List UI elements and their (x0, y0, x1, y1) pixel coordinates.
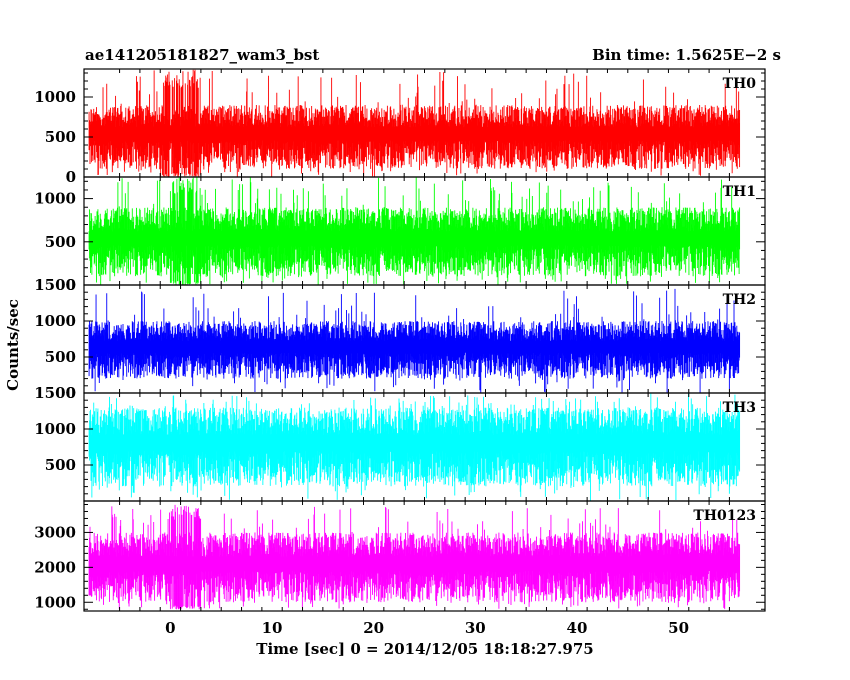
chart-title-left: ae141205181827_wam3_bst (85, 46, 319, 64)
x-tick-label: 50 (668, 619, 689, 637)
panel-label: TH2 (723, 292, 756, 308)
y-tick-label: 1000 (34, 190, 76, 208)
series-th0 (88, 69, 741, 177)
y-tick-label: 500 (45, 128, 76, 146)
chart-title-right: Bin time: 1.5625E−2 s (592, 46, 781, 64)
panel-label: TH0123 (693, 508, 756, 524)
y-tick-label: 500 (45, 348, 76, 366)
x-tick-label: 30 (465, 619, 486, 637)
y-tick-label: 2000 (34, 558, 76, 576)
y-tick-label: 3000 (34, 523, 76, 541)
panel-th0: 0 500 1000 TH0 (34, 68, 766, 186)
y-tick-label: 1000 (34, 593, 76, 611)
x-axis: 0 10 20 30 40 50 (165, 619, 689, 637)
panel-label: TH3 (723, 400, 756, 416)
series-th0123 (88, 504, 741, 610)
panels-group: 0 500 1000 TH0 0 500 1000 TH1 0 500 1000 1500 TH2 500… (34, 68, 766, 612)
panel-th1: 0 500 1000 TH1 (34, 176, 766, 294)
series-th1 (88, 177, 741, 285)
series-th3 (88, 393, 741, 501)
x-tick-label: 40 (567, 619, 588, 637)
y-tick-label: 500 (45, 233, 76, 251)
panel-th2: 0 500 1000 1500 TH2 (34, 276, 766, 402)
panel-th3: 500 1000 1500 TH3 (34, 384, 766, 502)
y-tick-label: 0 (66, 384, 76, 402)
y-tick-label: 1000 (34, 88, 76, 106)
panel-label: TH1 (723, 184, 756, 200)
x-tick-label: 10 (262, 619, 283, 637)
panel-th0123: 1000 2000 3000 TH0123 (34, 500, 766, 612)
y-tick-label: 1000 (34, 312, 76, 330)
y-tick-label: 1000 (34, 420, 76, 438)
y-tick-label: 500 (45, 456, 76, 474)
x-tick-label: 0 (165, 619, 175, 637)
x-axis-label: Time [sec] 0 = 2014/12/05 18:18:27.975 (256, 640, 593, 658)
y-tick-label: 1500 (34, 384, 76, 402)
y-tick-label: 1500 (34, 276, 76, 294)
y-tick-label: 0 (66, 276, 76, 294)
panel-label: TH0 (723, 76, 757, 92)
series-th2 (88, 288, 741, 393)
y-tick-label: 0 (66, 168, 76, 186)
y-axis-label: Counts/sec (4, 299, 22, 391)
x-tick-label: 20 (363, 619, 384, 637)
